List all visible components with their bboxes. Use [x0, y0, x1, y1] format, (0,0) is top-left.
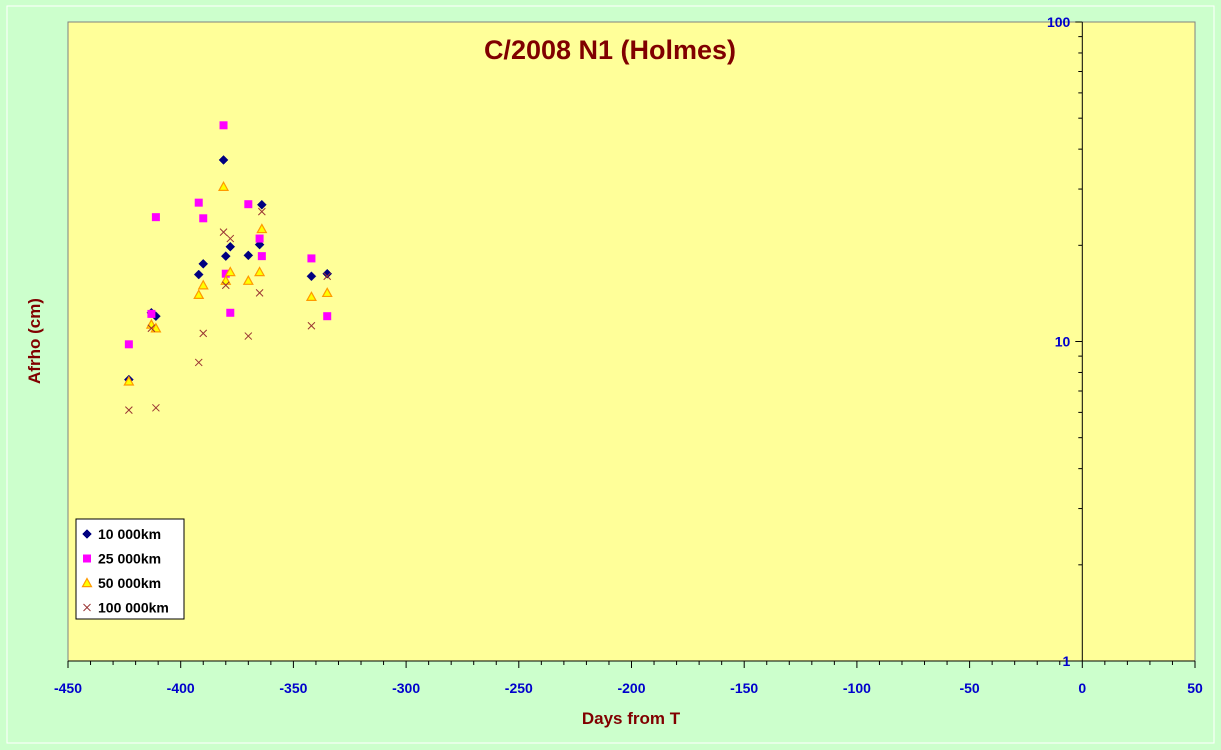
series-3	[123, 181, 333, 386]
x-tick-label: -400	[167, 680, 195, 696]
x-marker-stroke	[83, 603, 91, 612]
series-2	[124, 121, 332, 349]
data-point	[321, 287, 333, 298]
data-point	[218, 155, 229, 165]
data-point	[257, 207, 266, 216]
data-point	[224, 266, 236, 277]
data-point	[225, 241, 236, 252]
data-point	[226, 308, 235, 317]
data-point	[257, 252, 266, 261]
x-tick-label: -50	[959, 680, 979, 696]
data-point	[307, 321, 316, 330]
legend-label: 50 000km	[98, 575, 161, 591]
data-point	[307, 254, 316, 263]
data-point	[255, 234, 264, 243]
x-tick-label: 0	[1078, 680, 1086, 696]
chart-title: C/2008 N1 (Holmes)	[484, 35, 736, 65]
axes: -450 -400 -350 -300 -250 -200 -150 -100 -50 0 50 1 1…	[54, 14, 1203, 696]
data-point	[305, 291, 317, 302]
series-4	[125, 207, 332, 414]
data-point	[221, 269, 230, 278]
x-tick-label: -200	[617, 680, 645, 696]
data-point	[256, 199, 267, 210]
x-tick-label: -450	[54, 680, 82, 696]
x-marker-stroke	[147, 324, 156, 333]
x-marker-stroke	[307, 321, 316, 330]
data-point	[323, 312, 332, 321]
data-point	[125, 406, 133, 414]
data-point	[243, 250, 254, 261]
x-axis-label: Days from T	[582, 709, 681, 728]
data-points	[123, 121, 333, 414]
y-axis-label: Afrho (cm)	[25, 298, 44, 384]
data-point	[306, 271, 317, 282]
x-marker-stroke	[152, 403, 160, 412]
data-point	[147, 324, 156, 333]
y-tick-label: 1	[1063, 653, 1071, 669]
legend-marker	[83, 554, 91, 563]
legend: 10 000km 25 000km 50 000km 100 000km	[75, 518, 185, 620]
data-point	[199, 214, 208, 223]
data-point	[197, 279, 209, 290]
data-point	[219, 121, 228, 130]
x-marker-stroke	[255, 288, 264, 297]
legend-marker	[82, 529, 92, 539]
x-tick-label: -100	[843, 680, 871, 696]
x-tick-label: -150	[730, 680, 758, 696]
data-point	[322, 268, 333, 279]
data-point	[151, 213, 160, 222]
data-point	[244, 200, 253, 209]
data-point	[220, 251, 231, 261]
data-point	[194, 358, 203, 367]
legend-label: 100 000km	[98, 600, 169, 616]
data-point	[199, 329, 208, 338]
x-tick-label: -250	[505, 680, 533, 696]
data-point	[123, 375, 135, 386]
data-point	[226, 234, 235, 243]
legend-box	[75, 518, 185, 620]
plot-area	[67, 21, 1196, 662]
y-tick-label: 100	[1047, 14, 1071, 30]
x-marker-stroke	[226, 234, 235, 243]
data-point	[218, 181, 230, 191]
data-point	[152, 403, 160, 412]
x-marker-stroke	[125, 406, 133, 414]
legend-label: 25 000km	[98, 551, 161, 567]
y-tick-label: 10	[1055, 334, 1071, 350]
data-point	[124, 340, 133, 349]
data-point	[255, 288, 264, 297]
x-marker-stroke	[244, 332, 253, 340]
x-tick-label: -300	[392, 680, 420, 696]
data-point	[220, 274, 232, 285]
x-tick-label: 50	[1187, 680, 1203, 696]
data-point	[147, 309, 156, 318]
x-marker-stroke	[194, 358, 203, 367]
data-point	[242, 274, 254, 285]
data-point	[193, 289, 205, 300]
legend-marker	[81, 577, 93, 588]
legend-label: 10 000km	[98, 526, 161, 542]
data-point	[244, 332, 253, 340]
data-point	[194, 198, 203, 207]
x-marker-stroke	[257, 207, 266, 216]
data-point	[198, 258, 209, 269]
data-point	[323, 272, 332, 281]
x-marker-stroke	[199, 329, 208, 338]
x-tick-label: -350	[279, 680, 307, 696]
x-marker-stroke	[221, 281, 230, 290]
legend-marker	[83, 603, 91, 612]
x-marker-stroke	[323, 272, 332, 281]
data-point	[221, 281, 230, 290]
data-point	[256, 223, 268, 234]
data-point	[219, 228, 228, 236]
data-point	[193, 269, 204, 280]
data-point	[254, 266, 266, 277]
x-marker-stroke	[219, 228, 228, 236]
